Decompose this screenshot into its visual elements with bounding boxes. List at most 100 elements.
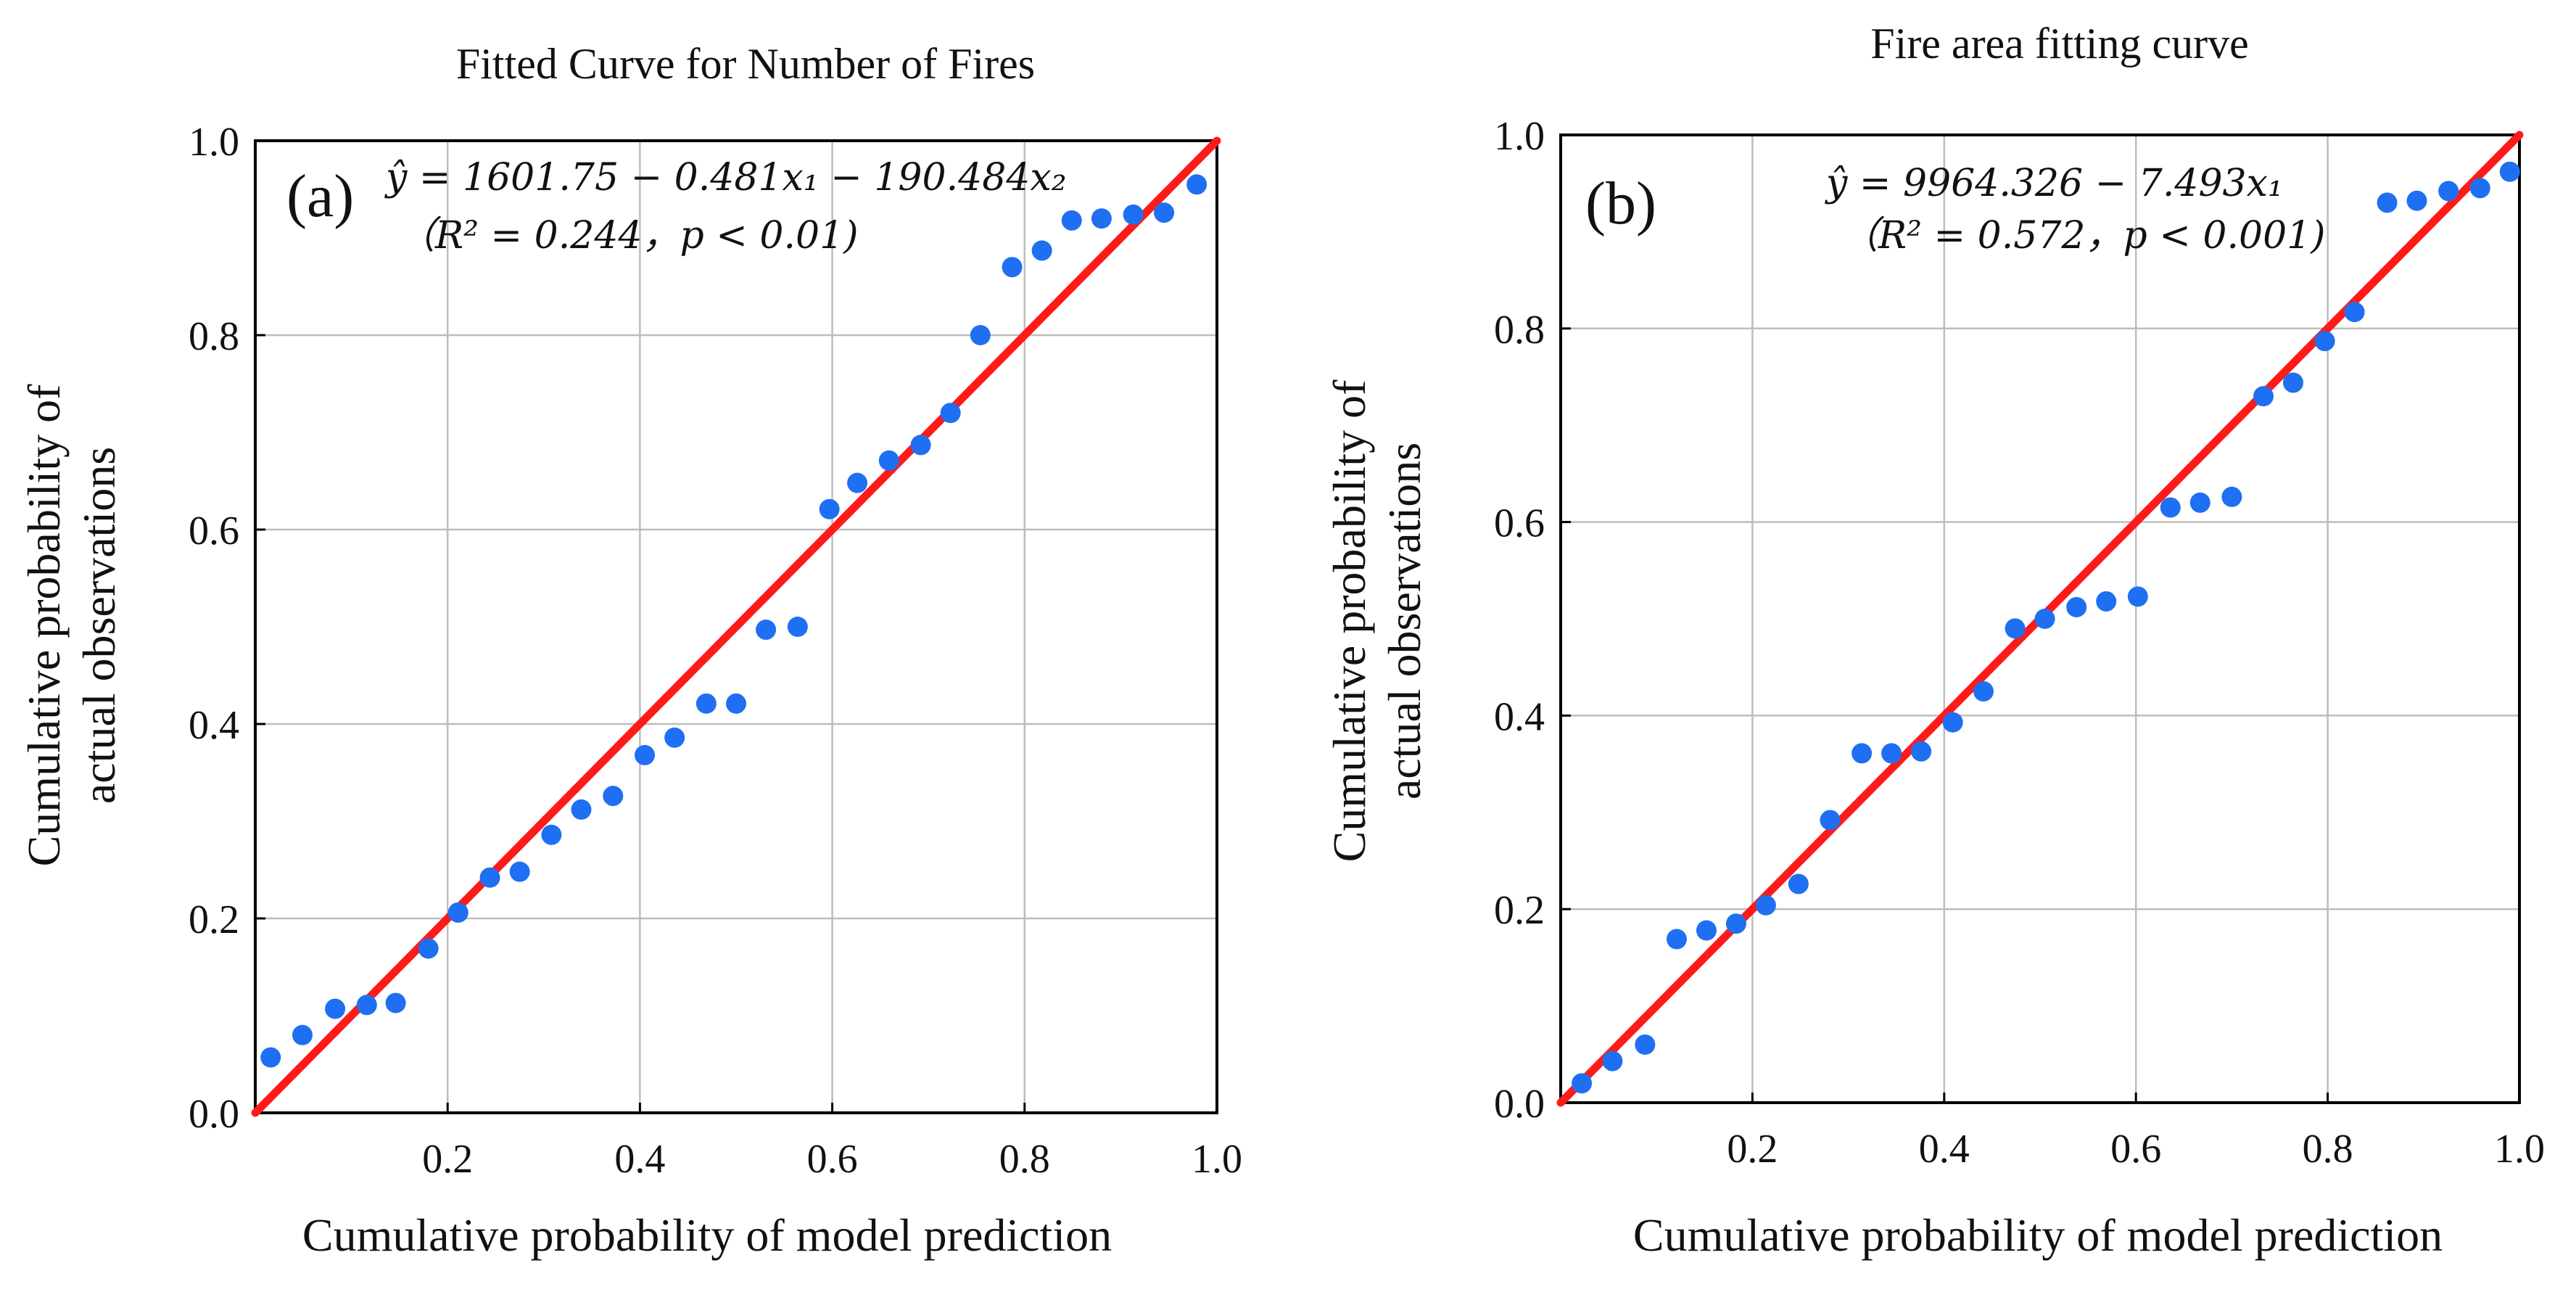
- data-point: [940, 403, 961, 424]
- data-point: [970, 325, 991, 345]
- data-point: [1186, 174, 1208, 195]
- y-tick-label: 0.6: [189, 509, 239, 554]
- y-tick-label: 0.4: [1494, 694, 1545, 739]
- y-tick-label: 0.0: [1494, 1082, 1545, 1127]
- data-point: [2438, 181, 2459, 202]
- data-point: [1602, 1050, 1623, 1071]
- data-point: [726, 693, 746, 714]
- plot-frame: [1559, 133, 2521, 1104]
- data-point: [1820, 810, 1841, 831]
- y-tick-label: 0.8: [1494, 308, 1545, 353]
- regression-stats: （R² = 0.572，p < 0.001): [1841, 214, 2326, 258]
- data-point: [1755, 894, 1776, 916]
- data-point: [1973, 681, 1994, 702]
- data-point: [325, 998, 346, 1019]
- data-point: [910, 435, 931, 456]
- data-point: [2127, 586, 2148, 607]
- data-point: [2034, 609, 2055, 629]
- data-point: [2005, 618, 2026, 639]
- data-point: [1154, 202, 1175, 223]
- x-tick-label: 0.4: [614, 1137, 665, 1182]
- data-point: [2499, 161, 2520, 182]
- data-point: [2253, 386, 2274, 407]
- data-point: [1788, 873, 1809, 894]
- data-point: [1911, 741, 1932, 762]
- data-point: [819, 498, 840, 519]
- plot-frame: [254, 139, 1218, 1114]
- y-axis-label-line1: Cumulative probability of: [18, 384, 70, 866]
- data-point: [2066, 596, 2087, 617]
- data-point: [2344, 302, 2365, 323]
- data-point: [447, 902, 468, 923]
- panel-label: (b): [1585, 170, 1656, 237]
- data-point: [2160, 497, 2181, 518]
- data-point: [787, 617, 808, 637]
- x-tick-label: 0.2: [422, 1137, 473, 1182]
- y-tick-label: 0.4: [189, 703, 239, 748]
- data-point: [418, 938, 439, 959]
- reference-line: [251, 136, 1221, 1117]
- data-point: [2096, 591, 2117, 612]
- data-point: [664, 727, 685, 748]
- x-tick-label: 0.2: [1727, 1127, 1778, 1172]
- x-tick-label: 0.8: [999, 1137, 1050, 1182]
- y-tick-label: 0.8: [189, 314, 239, 359]
- y-axis-label-line1: Cumulative probability of: [1324, 379, 1375, 862]
- regression-stats: （R² = 0.244，p < 0.01): [397, 214, 858, 258]
- data-point: [2377, 192, 2398, 213]
- data-point: [2469, 178, 2490, 199]
- data-point: [847, 472, 868, 493]
- x-axis-label: Cumulative probability of model predicti…: [1633, 1209, 2443, 1261]
- chart-panel-b: 0.2 0.4 0.6 0.8 1.0 0.0 0.2 0.4 0.6 0.8 1.0 Fire ar…: [1324, 20, 2545, 1261]
- y-axis-label-line2: actual observations: [73, 447, 125, 804]
- data-point: [695, 693, 717, 714]
- data-point: [1061, 210, 1082, 231]
- chart-title: Fire area fitting curve: [1870, 20, 2248, 67]
- data-point: [1666, 929, 1687, 950]
- data-point: [1572, 1073, 1593, 1094]
- y-tick-label: 0.2: [1494, 888, 1545, 933]
- data-point: [2314, 331, 2335, 352]
- data-point: [260, 1047, 281, 1068]
- data-point: [2189, 492, 2210, 513]
- x-tick-label: 1.0: [2494, 1127, 2545, 1172]
- data-point: [1696, 920, 1717, 941]
- data-point: [1725, 913, 1746, 934]
- data-point: [2283, 372, 2304, 393]
- y-tick-label: 0.6: [1494, 501, 1545, 546]
- data-point: [1635, 1034, 1656, 1055]
- y-tick-label: 0.2: [189, 897, 239, 942]
- data-point: [756, 620, 777, 641]
- data-point: [635, 744, 656, 765]
- data-point: [603, 786, 624, 807]
- data-point: [2406, 190, 2427, 211]
- panel-label: (a): [286, 162, 354, 230]
- data-point: [509, 861, 530, 882]
- y-axis-label-line2: actual observations: [1379, 443, 1430, 799]
- y-tick-label: 1.0: [1494, 114, 1545, 159]
- x-tick-label: 0.8: [2303, 1127, 2353, 1172]
- data-point: [1091, 208, 1112, 229]
- data-point: [571, 799, 592, 820]
- x-axis-label: Cumulative probability of model predicti…: [302, 1209, 1112, 1261]
- data-point: [1002, 257, 1023, 278]
- data-point: [1031, 240, 1052, 261]
- chart-title: Fitted Curve for Number of Fires: [456, 40, 1035, 88]
- data-point: [1852, 743, 1873, 764]
- regression-equation: ŷ = 9964.326 − 7.493x₁: [1825, 162, 2283, 205]
- x-tick-label: 0.4: [1919, 1127, 1970, 1172]
- x-tick-label: 0.6: [2110, 1127, 2161, 1172]
- data-point: [356, 995, 377, 1016]
- data-point: [385, 992, 406, 1013]
- y-tick-label: 1.0: [189, 120, 239, 165]
- data-point: [878, 450, 899, 471]
- x-tick-label: 1.0: [1192, 1137, 1242, 1182]
- chart-panel-a: 0.2 0.4 0.6 0.8 1.0 0.0 0.2 0.4 0.6 0.8 1.0 Fitted …: [18, 40, 1242, 1261]
- data-point: [479, 867, 500, 888]
- x-tick-label: 0.6: [807, 1137, 858, 1182]
- data-point: [1881, 743, 1902, 764]
- data-point: [1123, 204, 1144, 225]
- y-tick-label: 0.0: [189, 1092, 239, 1137]
- data-point: [292, 1024, 313, 1045]
